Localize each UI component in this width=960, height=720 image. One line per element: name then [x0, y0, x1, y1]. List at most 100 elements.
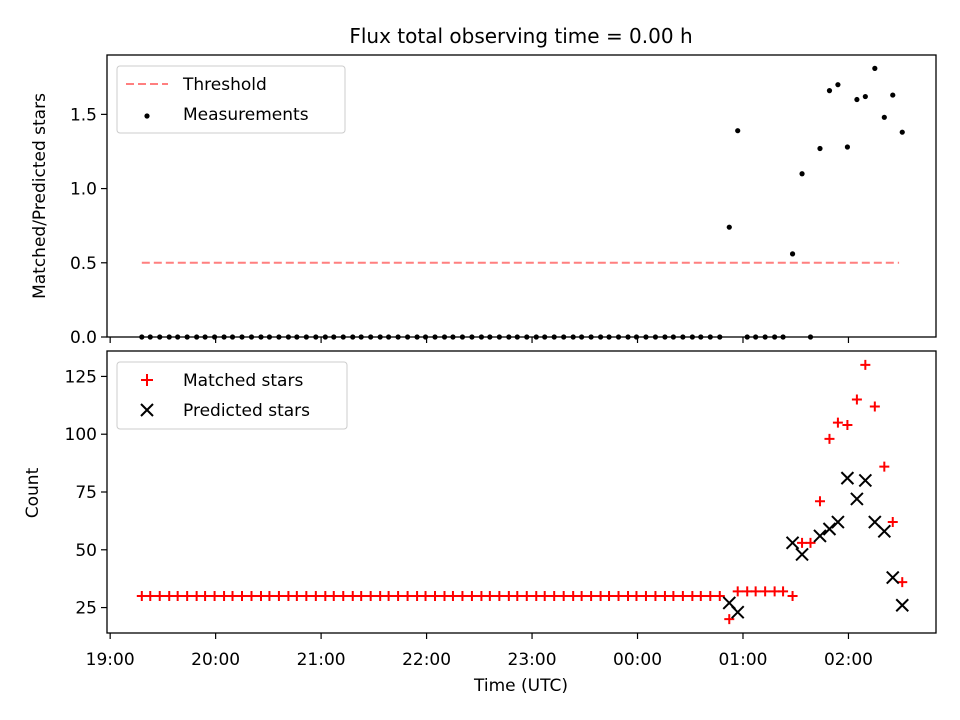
matched-star-point [521, 591, 532, 602]
matched-star-point [576, 591, 587, 602]
measurement-point [872, 65, 878, 71]
predicted-star-point [895, 598, 909, 612]
predicted-star-point [822, 522, 837, 536]
measurement-point [817, 145, 823, 152]
matched-star-point [172, 591, 183, 602]
matched-star-point [695, 591, 706, 602]
measurement-point [899, 129, 905, 135]
matched-star-point [145, 591, 156, 602]
matched-star-point [631, 591, 642, 602]
legend-matched-label: Matched stars [183, 371, 303, 391]
matched-star-point [613, 591, 624, 602]
matched-star-point [842, 419, 853, 430]
measurement-point [881, 114, 887, 120]
y-tick-label: 75 [75, 483, 97, 503]
matched-star-point [558, 591, 569, 602]
legend-measurements-swatch [144, 113, 150, 119]
matched-star-point [659, 591, 670, 602]
matched-star-point [301, 591, 312, 602]
matched-star-point [227, 591, 238, 602]
measurement-point [844, 144, 851, 150]
matched-star-point [439, 591, 450, 602]
matched-star-point [457, 591, 468, 602]
x-tick-label: 00:00 [613, 650, 662, 670]
matched-star-point [255, 591, 266, 602]
matched-star-point [687, 591, 698, 602]
count-legend-box [116, 361, 348, 430]
measurement-point [890, 92, 896, 98]
y-tick-label: 25 [75, 599, 97, 619]
matched-star-point [402, 591, 413, 602]
x-tick-label: 23:00 [508, 650, 557, 670]
count-panel-ylabel: Count [23, 467, 43, 518]
matched-star-point [539, 591, 550, 602]
predicted-star-point [877, 524, 892, 539]
predicted-star-point [831, 515, 845, 529]
matched-star-point [887, 517, 898, 528]
matched-star-point [787, 591, 798, 602]
matched-star-point [879, 461, 890, 472]
matched-star-point [338, 591, 349, 602]
matched-star-point [219, 591, 230, 602]
ratio-panel: 0.0 0.5 1.0 1.5 Matched/Predicted stars Thr… [30, 54, 937, 348]
count-panel-ticks: 25 50 75 100 125 [65, 367, 850, 639]
matched-star-point [586, 591, 597, 602]
measurement-point [789, 251, 796, 257]
measurement-point [854, 96, 860, 103]
matched-star-point [209, 591, 220, 602]
x-axis-ticks: 19:00 20:00 21:00 22:00 23:00 00:00 01:00 02:00 [86, 650, 873, 670]
matched-star-point [732, 586, 743, 597]
matched-star-point [466, 591, 477, 602]
matched-star-point [246, 591, 257, 602]
legend-measurements-label: Measurements [183, 105, 309, 125]
matched-star-point [677, 591, 688, 602]
matched-star-point [860, 359, 871, 370]
matched-star-point [420, 591, 431, 602]
matched-star-point [365, 591, 376, 602]
matched-star-point [356, 591, 367, 602]
matched-star-point [393, 591, 404, 602]
matched-star-point [650, 591, 661, 602]
predicted-star-point [850, 492, 864, 506]
matched-star-point [742, 586, 753, 597]
matched-star-point [182, 591, 193, 602]
legend-predicted-swatch [140, 403, 154, 417]
matched-star-point [568, 591, 579, 602]
ratio-panel-legend: Threshold Measurements [116, 65, 346, 134]
x-tick-label: 22:00 [402, 650, 451, 670]
ratio-panel-frame [106, 54, 937, 338]
predicted-star-point [785, 536, 800, 550]
matched-star-point [264, 591, 275, 602]
x-tick-label: 19:00 [86, 650, 135, 670]
matched-star-point [320, 591, 331, 602]
matched-star-point [200, 591, 211, 602]
matched-star-point [824, 433, 835, 444]
matched-star-point [476, 591, 487, 602]
chart-title: Flux total observing time = 0.00 h [349, 24, 692, 48]
matched-star-point [640, 591, 651, 602]
matched-star-point [549, 591, 560, 602]
x-tick-label: 20:00 [191, 650, 240, 670]
matched-star-point [164, 591, 175, 602]
matched-star-point [273, 591, 284, 602]
matched-star-point [283, 591, 294, 602]
y-tick-label: 100 [65, 425, 97, 445]
predicted-star-point [813, 529, 827, 543]
measurement-point [799, 171, 805, 177]
matched-star-point [494, 591, 505, 602]
matched-star-point [869, 401, 880, 412]
matched-star-point [237, 591, 248, 602]
measurement-point [862, 93, 868, 100]
matched-star-point [851, 394, 862, 405]
legend-matched-swatch [141, 374, 153, 386]
matched-star-point [760, 586, 771, 597]
y-tick-label: 1.5 [70, 105, 97, 125]
matched-star-point [832, 417, 843, 428]
matched-star-point [724, 614, 735, 625]
predicted-star-point [840, 471, 855, 485]
matched-star-point [897, 577, 908, 588]
matched-star-point [136, 591, 147, 602]
matched-star-point [154, 591, 165, 602]
matched-star-point [805, 537, 816, 548]
